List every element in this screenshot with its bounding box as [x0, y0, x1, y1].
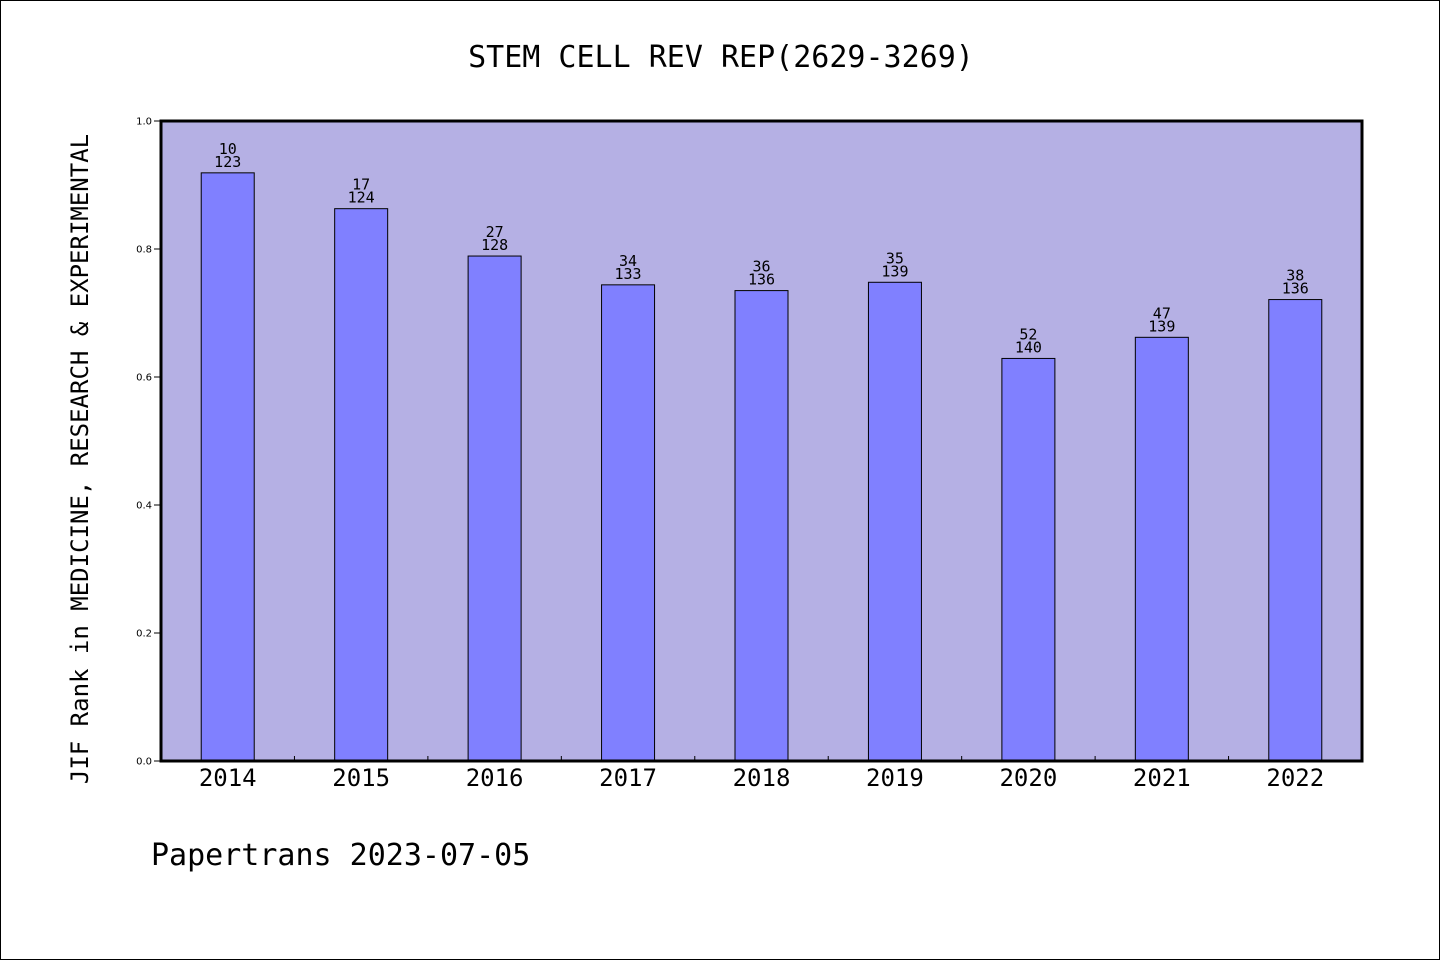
- chart-title: STEM CELL REV REP(2629-3269): [468, 40, 974, 75]
- x-tick-label: 2020: [999, 764, 1057, 792]
- bar-label-total: 139: [881, 262, 908, 280]
- bar-2014: [200, 172, 255, 762]
- bar-label-total: 124: [348, 189, 375, 207]
- bar-label-rank: 35: [886, 249, 904, 267]
- bar-label-total: 140: [1015, 338, 1042, 356]
- x-tick-label: 2016: [466, 764, 524, 792]
- bar-2019: [867, 281, 922, 762]
- x-tick-label: 2017: [599, 764, 657, 792]
- y-tick-label: 0.0: [136, 757, 152, 768]
- bar-2021: [1134, 336, 1189, 762]
- bar-label-total: 128: [481, 236, 508, 254]
- x-tick-label: 2014: [199, 764, 257, 792]
- y-tick-label: 0.4: [136, 501, 152, 512]
- y-tick-label: 0.6: [136, 373, 152, 384]
- bar-label-total: 136: [1282, 280, 1309, 298]
- y-axis: 0.0 0.2 0.4 0.6 0.8 1.0: [136, 117, 161, 768]
- y-tick-label: 0.8: [136, 245, 152, 256]
- x-axis: 2014 2015 2016 2017 2018 2019 2020 2021 2022: [199, 756, 1324, 792]
- x-tick-label: 2022: [1266, 764, 1324, 792]
- y-tick-label: 0.2: [136, 629, 152, 640]
- footer-text: Papertrans 2023-07-05: [151, 838, 530, 873]
- bar-label-rank: 34: [619, 252, 637, 270]
- bar-label-total: 133: [615, 265, 642, 283]
- plot-border: [159, 119, 1364, 763]
- y-tick-label: 1.0: [136, 117, 152, 128]
- bar-label-rank: 10: [219, 140, 237, 158]
- bar-2022: [1268, 299, 1323, 762]
- bar-label-total: 136: [748, 271, 775, 289]
- bar-label-rank: 47: [1153, 304, 1171, 322]
- bar-2020: [1001, 357, 1056, 762]
- bar-label-total: 123: [214, 153, 241, 171]
- x-tick-label: 2015: [332, 764, 390, 792]
- x-tick-label: 2019: [866, 764, 924, 792]
- bar-label-rank: 38: [1286, 267, 1304, 285]
- x-tick-label: 2018: [733, 764, 791, 792]
- bar-label-rank: 17: [352, 176, 370, 194]
- bar-2017: [601, 284, 656, 762]
- bar-label-rank: 52: [1019, 325, 1037, 343]
- bar-label-total: 139: [1148, 317, 1175, 335]
- y-axis-title: JIF Rank in MEDICINE, RESEARCH & EXPERIM…: [66, 134, 94, 784]
- bar-label-rank: 36: [752, 258, 770, 276]
- x-tick-label: 2021: [1133, 764, 1191, 792]
- bar-label-rank: 27: [486, 223, 504, 241]
- bar-2016: [467, 255, 522, 762]
- bar-2015: [334, 208, 389, 762]
- bar-2018: [734, 290, 789, 762]
- bars-group: [200, 172, 1323, 762]
